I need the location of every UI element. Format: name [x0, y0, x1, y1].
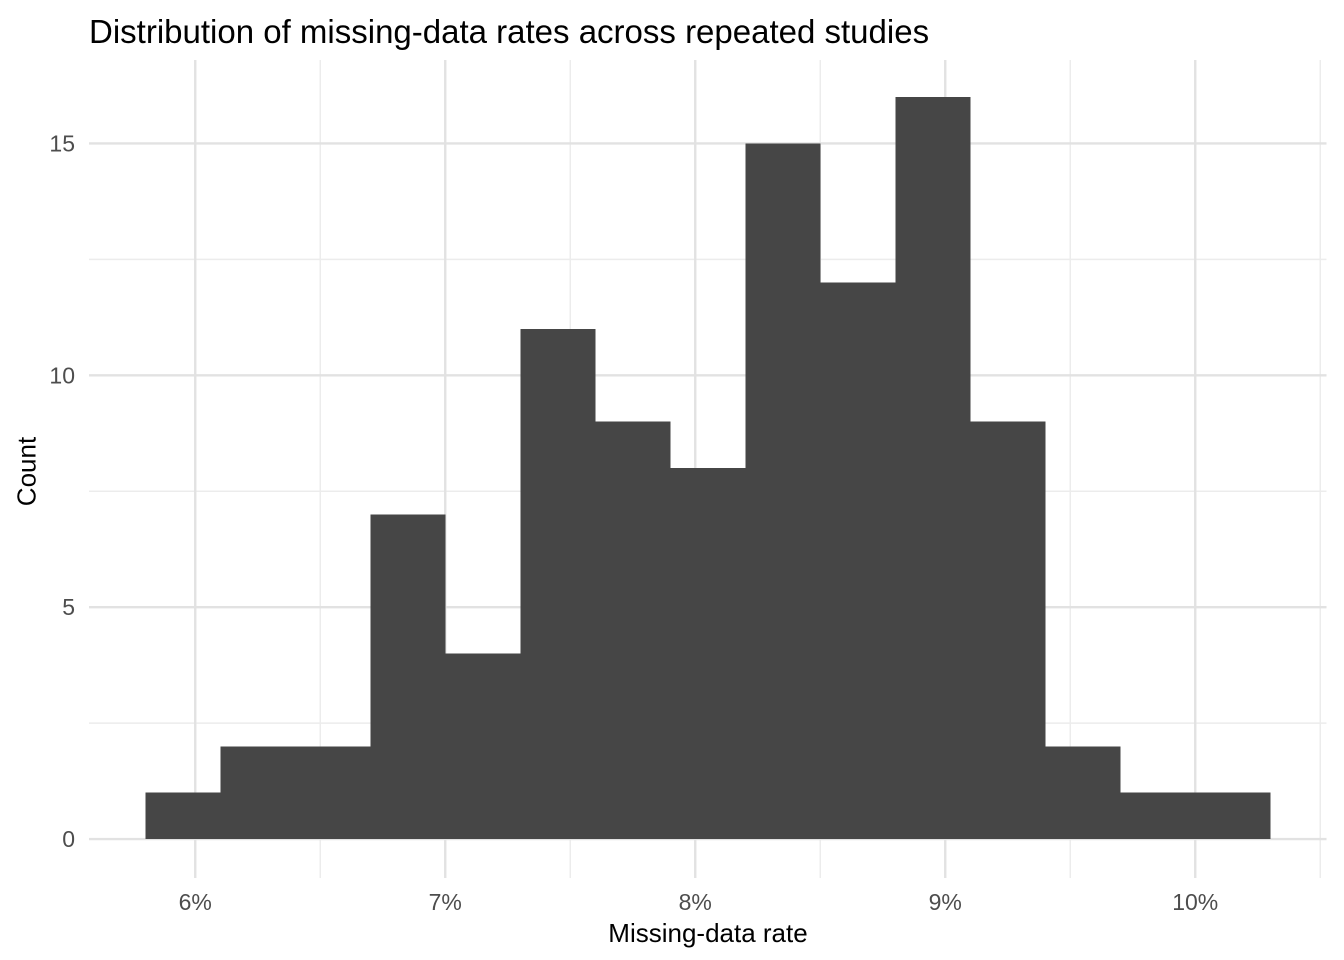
histogram-bar [370, 514, 446, 840]
histogram-bar [1120, 792, 1196, 840]
histogram-bar [520, 328, 596, 840]
histogram-bar [445, 653, 521, 840]
x-tick-label: 6% [179, 889, 212, 915]
y-tick-label: 0 [62, 826, 75, 852]
histogram-bar [745, 143, 821, 840]
histogram-bar [1195, 792, 1271, 840]
histogram-bar [895, 97, 971, 840]
y-tick-label: 10 [49, 362, 75, 388]
x-tick-label: 8% [679, 889, 712, 915]
x-tick-label: 10% [1172, 889, 1218, 915]
histogram-bar [1045, 746, 1121, 840]
histogram-bar [820, 282, 896, 840]
histogram-bar [595, 421, 671, 840]
histogram-bar [145, 792, 221, 840]
y-tick-label: 15 [49, 130, 75, 156]
histogram-bar [670, 468, 746, 840]
x-tick-label: 7% [429, 889, 462, 915]
histogram-bar [295, 746, 371, 840]
histogram-bar [220, 746, 296, 840]
chart-title: Distribution of missing-data rates acros… [89, 13, 930, 50]
y-tick-label: 5 [62, 594, 75, 620]
histogram-bar [970, 421, 1046, 840]
x-tick-label: 9% [929, 889, 962, 915]
x-axis-title: Missing-data rate [608, 918, 808, 948]
